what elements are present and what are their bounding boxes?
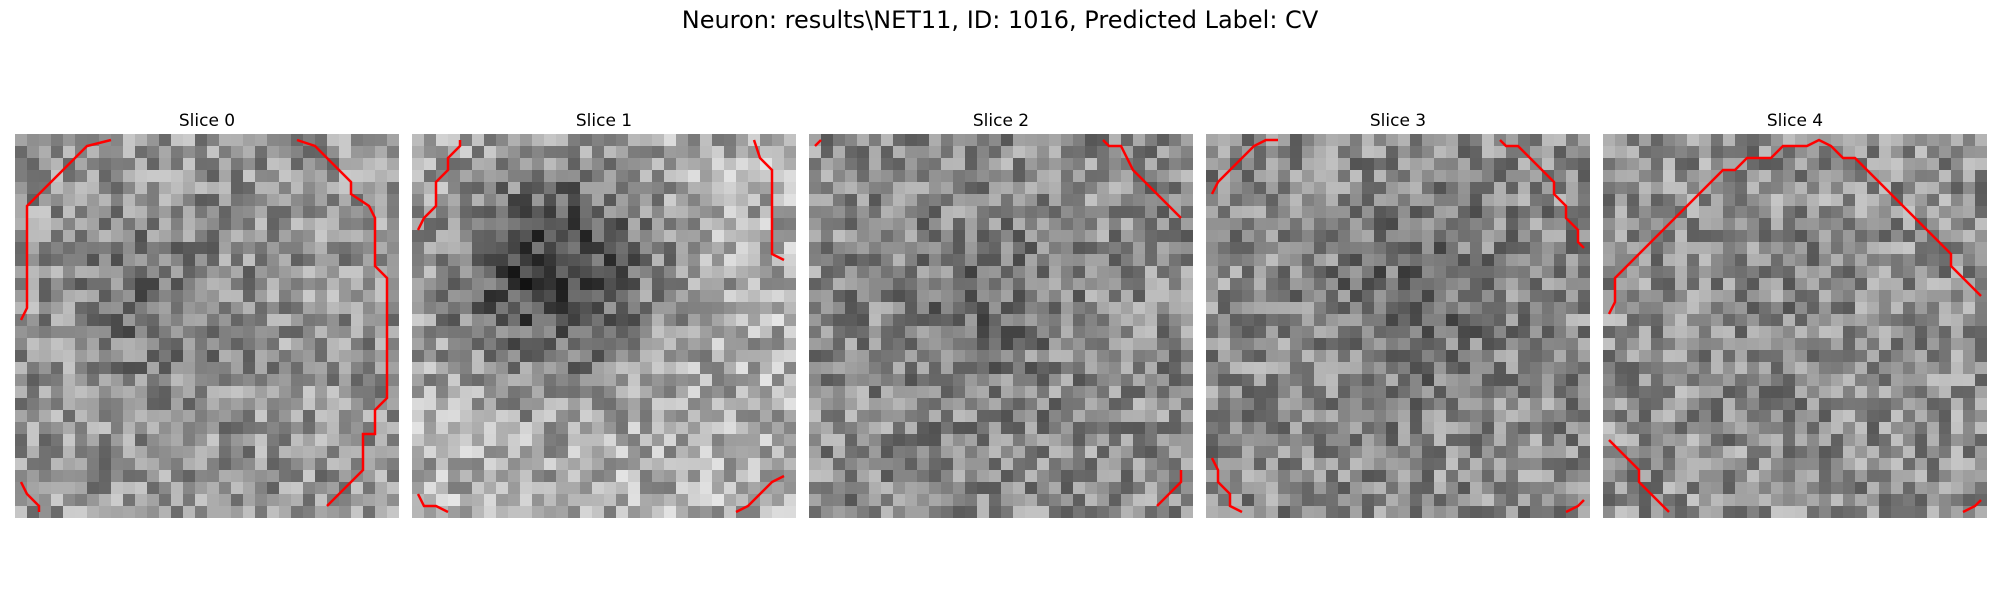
slice-panel-0: Slice 0	[15, 108, 399, 518]
slice-image-3	[1206, 134, 1590, 518]
slice-title: Slice 1	[412, 108, 796, 134]
figure-title: Neuron: results\NET11, ID: 1016, Predict…	[0, 6, 2000, 34]
slice-panel-2: Slice 2	[809, 108, 1193, 518]
slice-title: Slice 2	[809, 108, 1193, 134]
slice-image-0	[15, 134, 399, 518]
slice-panel-1: Slice 1	[412, 108, 796, 518]
slice-panel-4: Slice 4	[1603, 108, 1987, 518]
slice-panel-3: Slice 3	[1206, 108, 1590, 518]
slice-title: Slice 4	[1603, 108, 1987, 134]
slice-title: Slice 3	[1206, 108, 1590, 134]
slice-image-1	[412, 134, 796, 518]
slice-title: Slice 0	[15, 108, 399, 134]
slice-image-4	[1603, 134, 1987, 518]
slice-image-2	[809, 134, 1193, 518]
